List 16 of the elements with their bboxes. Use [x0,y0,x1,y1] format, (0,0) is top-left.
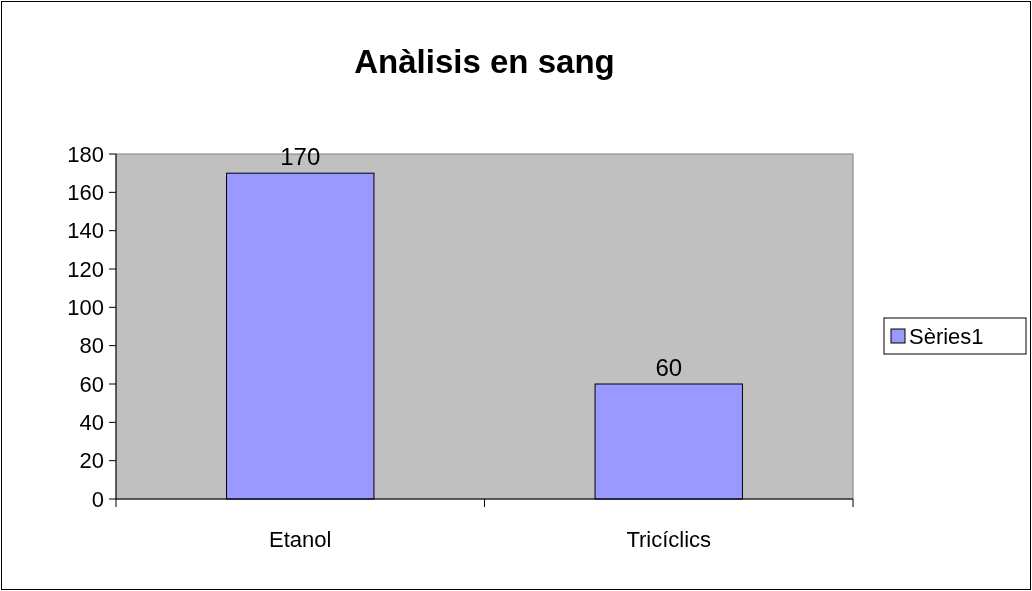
y-tick-label: 140 [67,218,104,244]
y-tick-label: 180 [67,141,104,167]
y-tick-label: 60 [79,371,104,397]
chart-title: Anàlisis en sang [354,43,615,80]
y-tick-label: 0 [91,486,104,512]
y-tick-label: 80 [79,333,104,359]
y-tick-label: 40 [79,410,104,436]
y-tick-label: 120 [67,256,104,282]
legend-label: Sèries1 [909,323,984,349]
y-tick-label: 160 [67,180,104,206]
y-tick-label: 100 [67,295,104,321]
x-tick-label: Tricíclics [626,527,712,552]
data-label: 60 [655,354,683,381]
data-label: 170 [280,143,321,171]
x-tick-label: Etanol [269,527,332,552]
y-tick-label: 20 [79,448,104,474]
